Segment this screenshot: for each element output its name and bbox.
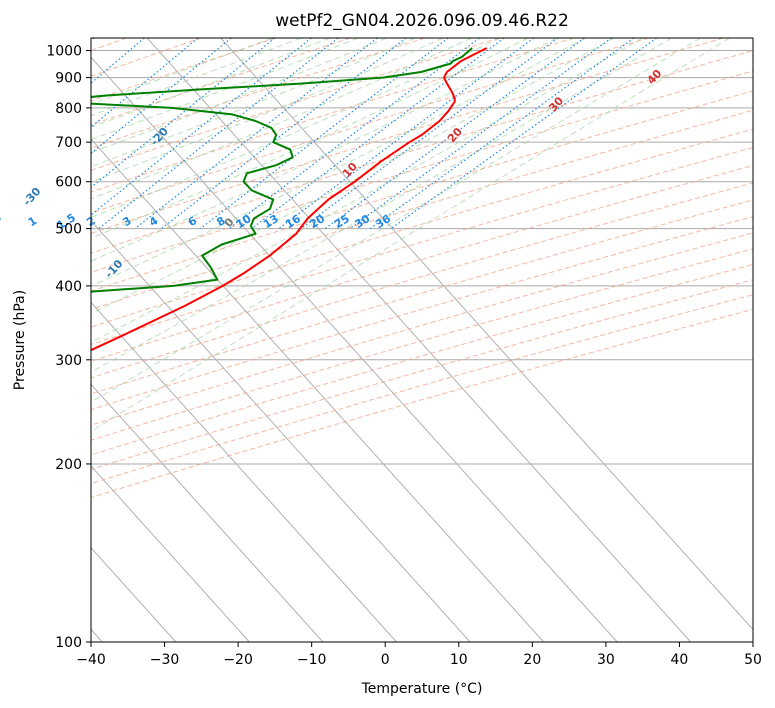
y-tick-label: 600 (55, 175, 82, 191)
mixing-ratio-line (251, 38, 505, 230)
moist-adiabat (91, 38, 302, 117)
mixing-ratio-line (300, 38, 559, 230)
moist-adiabat (91, 38, 529, 239)
moist-adiabat (91, 38, 701, 403)
isotherm-line (91, 383, 324, 642)
mixing-ratio-line (91, 38, 145, 84)
isotherm-line (91, 138, 544, 642)
x-tick-label: −40 (76, 652, 106, 668)
moist-adiabat (91, 38, 273, 105)
isotherm-line (91, 301, 397, 642)
mixing-ratio-label: 1 (26, 214, 39, 229)
dry-adiabat (91, 199, 753, 395)
y-axis-label: Pressure (hPa) (12, 290, 28, 390)
x-tick-label: 40 (671, 652, 689, 668)
moist-adiabat (91, 38, 672, 373)
dry-adiabat (91, 279, 753, 470)
x-tick-label: 0 (381, 652, 390, 668)
y-tick-label: 500 (55, 222, 82, 238)
isotherm-line (146, 38, 692, 642)
x-tick-label: −20 (223, 652, 253, 668)
plot-frame (90, 37, 754, 643)
x-tick-label: −30 (150, 652, 180, 668)
mixing-ratio-line (134, 38, 378, 230)
mixing-ratio-line (228, 38, 480, 230)
y-tick-label: 1000 (46, 44, 82, 60)
moist-adiabat (91, 38, 557, 262)
y-tick-label: 100 (55, 635, 82, 651)
isotherm-label: -30 (21, 185, 44, 209)
y-tick-label: 900 (55, 71, 82, 87)
moist-adiabat (91, 38, 643, 343)
mixing-ratio-line (278, 38, 535, 230)
moist-adiabat (91, 38, 501, 219)
mixing-ratio-line (98, 38, 339, 230)
mixing-ratio-line (390, 38, 657, 230)
x-tick-label: 30 (597, 652, 615, 668)
dry-adiabat (91, 38, 649, 214)
isotherm-line (91, 465, 250, 642)
mixing-ratio-line (199, 38, 449, 230)
profile-series (91, 47, 488, 352)
y-tick-label: 700 (55, 135, 82, 151)
moist-adiabat (91, 38, 387, 154)
moist-adiabat (91, 38, 472, 200)
chart-title: wetPf2_GN04.2026.096.09.46.R22 (275, 11, 569, 31)
background-lines (91, 38, 753, 642)
mixing-ratio-line (91, 38, 312, 216)
y-tick-label: 300 (55, 353, 82, 369)
x-tick-label: 50 (744, 652, 762, 668)
dry-adiabat (91, 308, 753, 498)
temperature-profile-line (91, 47, 488, 352)
dry-adiabat (91, 38, 575, 193)
dry-adiabat (91, 38, 425, 149)
dry-adiabat (91, 263, 753, 456)
dry-adiabat (91, 38, 724, 234)
dewpoint-profile-line (91, 47, 473, 293)
y-tick-label: 200 (55, 457, 82, 473)
dry-adiabat (91, 232, 753, 426)
x-tick-label: 10 (450, 652, 468, 668)
dry-adiabat (91, 50, 753, 254)
moist-adiabat (91, 38, 730, 432)
moist-adiabat (91, 38, 359, 141)
x-tick-label: 20 (523, 652, 541, 668)
axes: −40 −30 −20 −10 0 10 20 30 40 50 100 200 300 400 500 60… (46, 37, 762, 668)
x-tick-label: −10 (297, 652, 327, 668)
y-tick-label: 400 (55, 279, 82, 295)
isotherm-line (91, 220, 471, 642)
isotherm-line (220, 38, 753, 631)
moist-adiabat (91, 38, 586, 287)
moist-adiabat (91, 38, 615, 315)
dry-adiabat (91, 146, 753, 345)
x-axis-label: Temperature (°C) (361, 681, 483, 697)
y-tick-label: 800 (55, 101, 82, 117)
dry-adiabat (91, 164, 753, 362)
mixing-ratio-line (324, 38, 585, 230)
mixing-ratio-label: 0.6 (0, 211, 4, 233)
mixing-ratio-line (91, 38, 95, 42)
